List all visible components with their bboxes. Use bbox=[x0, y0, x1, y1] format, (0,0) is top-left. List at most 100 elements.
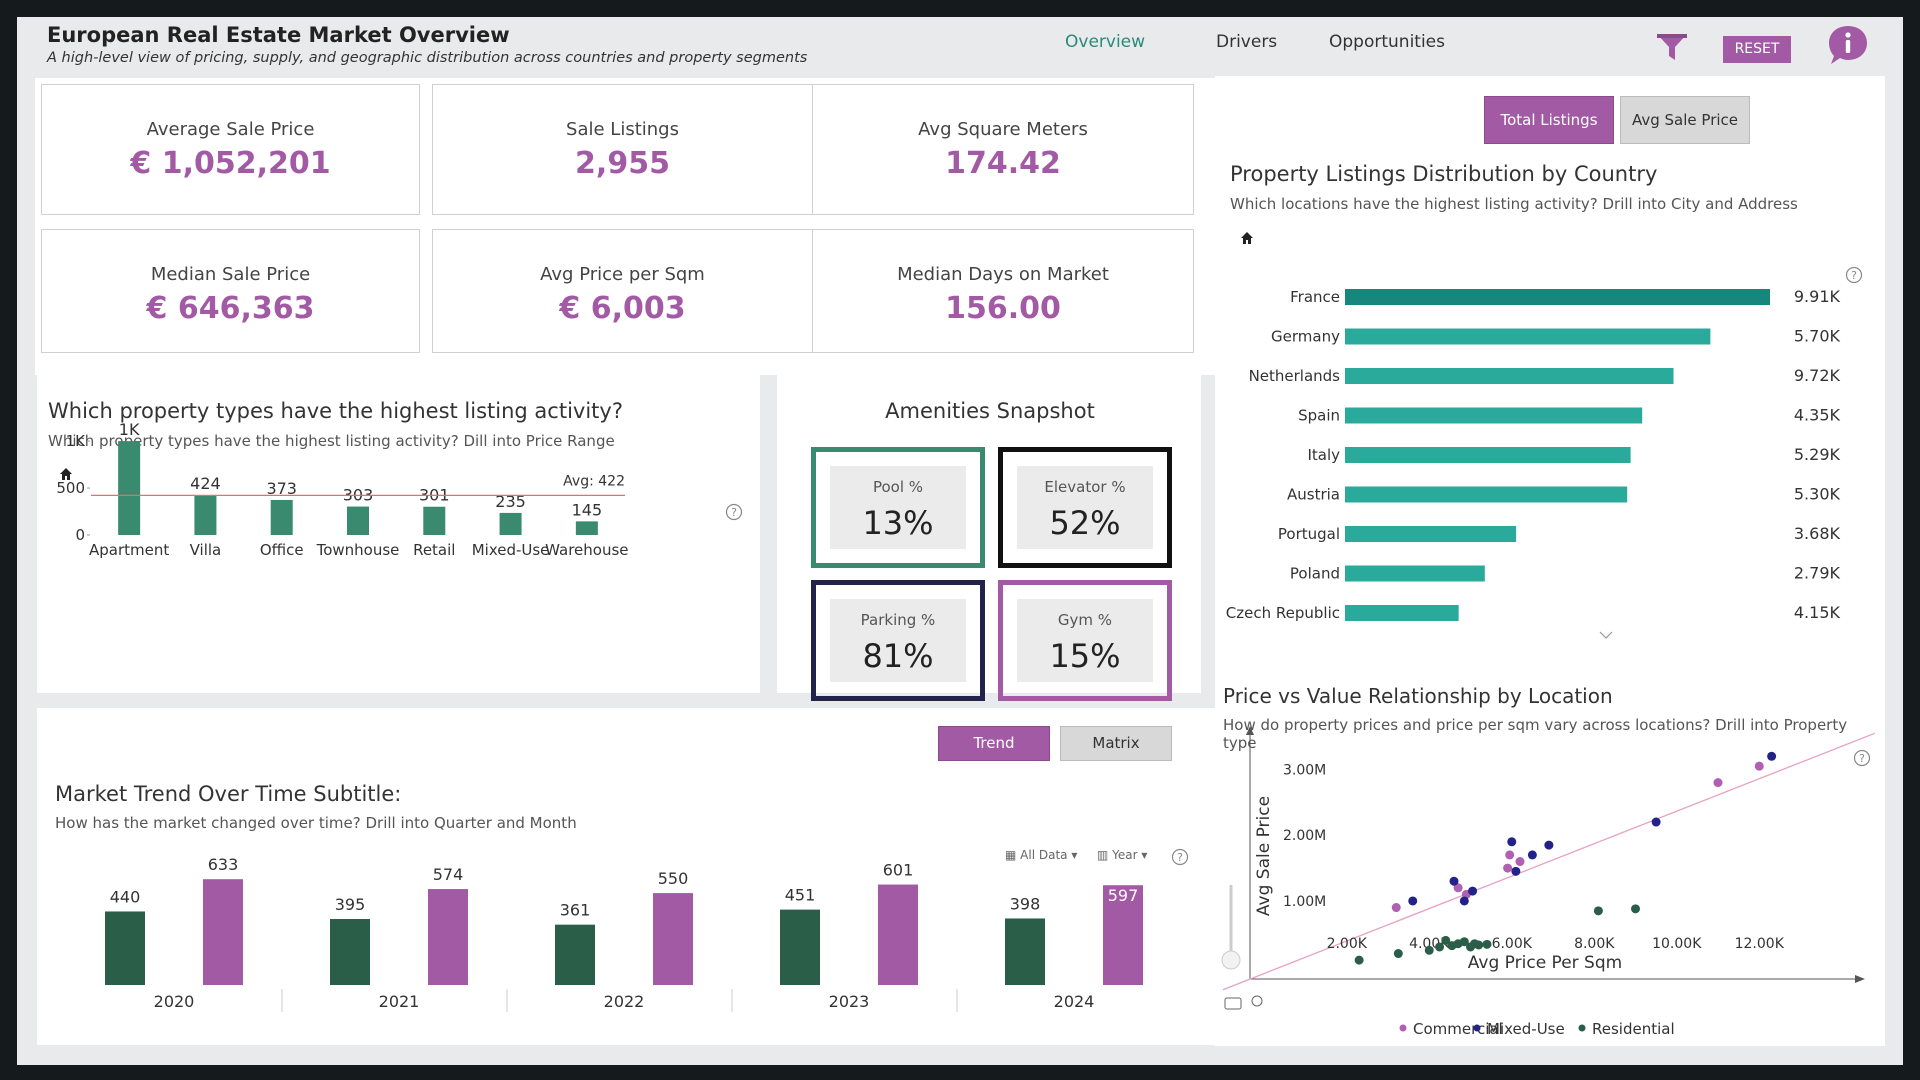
country-panel: Total Listings Avg Sale Price Property L… bbox=[1215, 76, 1885, 663]
amenity-label: Elevator % bbox=[1044, 478, 1126, 496]
country-label: Spain bbox=[1298, 407, 1340, 425]
bar-chart-icon: ▥ bbox=[1097, 848, 1113, 862]
tab-overview[interactable]: Overview bbox=[1065, 32, 1146, 52]
data-point bbox=[1754, 761, 1764, 771]
amenity-value: 81% bbox=[862, 637, 934, 675]
svg-text:?: ? bbox=[731, 506, 737, 519]
kpi-value: 174.42 bbox=[945, 146, 1061, 181]
kpi-label: Median Sale Price bbox=[150, 264, 311, 285]
average-label: Avg: 422 bbox=[563, 473, 625, 489]
all-data-filter[interactable]: ▦ All Data ▾ bbox=[1005, 848, 1077, 862]
data-point bbox=[1507, 837, 1517, 847]
kpi-sale-listings: Sale Listings 2,955 bbox=[432, 84, 813, 215]
data-point bbox=[1354, 955, 1364, 965]
kpi-median-sale-price: Median Sale Price € 646,363 bbox=[41, 229, 420, 353]
data-point bbox=[1449, 876, 1459, 886]
panel-subtitle: How has the market changed over time? Dr… bbox=[55, 814, 577, 832]
category-label: Mixed-Use bbox=[472, 541, 550, 559]
home-icon[interactable] bbox=[1240, 231, 1254, 245]
y-tick-label: 1.00M bbox=[1283, 894, 1326, 910]
year-filter[interactable]: ▥ Year ▾ bbox=[1097, 848, 1147, 862]
help-icon[interactable]: ? bbox=[1171, 848, 1189, 866]
lasso-icon bbox=[1251, 995, 1263, 1007]
info-icon[interactable] bbox=[1825, 23, 1871, 67]
amenity-elevator: Elevator % 52% bbox=[998, 447, 1172, 568]
tab-opportunities[interactable]: Opportunities bbox=[1329, 32, 1445, 52]
bar bbox=[203, 879, 243, 985]
x-tick-label: 12.00K bbox=[1735, 936, 1785, 952]
bar bbox=[1103, 885, 1143, 985]
amenity-card: Parking % 81% bbox=[830, 599, 966, 682]
x-tick-label: 6.00K bbox=[1492, 936, 1533, 952]
bar bbox=[1345, 328, 1711, 345]
panel-title: Which property types have the highest li… bbox=[48, 399, 623, 423]
amenity-card: Pool % 13% bbox=[830, 466, 966, 549]
amenity-label: Parking % bbox=[860, 611, 936, 629]
data-label: 9.72K bbox=[1794, 366, 1841, 385]
amenity-label: Pool % bbox=[872, 478, 924, 496]
data-point bbox=[1408, 896, 1418, 906]
help-icon[interactable]: ? bbox=[1845, 266, 1863, 284]
scroll-down-icon bbox=[1599, 631, 1613, 639]
matrix-button[interactable]: Matrix bbox=[1060, 726, 1172, 761]
svg-text:?: ? bbox=[1859, 752, 1865, 765]
data-point bbox=[1515, 857, 1525, 867]
dashboard-frame: European Real Estate Market Overview A h… bbox=[17, 17, 1903, 1065]
amenity-label: Gym % bbox=[1057, 611, 1113, 629]
trend-panel: Trend Matrix Market Trend Over Time Subt… bbox=[37, 708, 1220, 1045]
kpi-label: Sale Listings bbox=[566, 119, 679, 140]
kpi-label: Average Sale Price bbox=[146, 119, 315, 140]
home-icon[interactable] bbox=[59, 467, 73, 481]
trend-chart: 440 633 2020 395 574 2021 361 550 2022 451 601 2023… bbox=[105, 855, 1143, 1012]
y-axis-arrow bbox=[1246, 726, 1254, 735]
avg-sale-price-button[interactable]: Avg Sale Price bbox=[1620, 96, 1750, 144]
total-listings-button[interactable]: Total Listings bbox=[1484, 96, 1614, 144]
scatter-panel: Price vs Value Relationship by Location … bbox=[1215, 663, 1885, 1046]
category-label: Townhouse bbox=[316, 541, 400, 559]
data-point bbox=[1474, 940, 1484, 950]
trend-button[interactable]: Trend bbox=[938, 726, 1050, 761]
data-label: 451 bbox=[785, 886, 816, 905]
data-label: 4.15K bbox=[1794, 603, 1841, 622]
country-label: Portugal bbox=[1278, 525, 1340, 543]
data-point bbox=[1651, 817, 1661, 827]
data-point bbox=[1503, 863, 1513, 873]
category-label: Office bbox=[260, 541, 304, 559]
legend-label: Mixed-Use bbox=[1487, 1020, 1565, 1038]
x-tick-label: 8.00K bbox=[1574, 936, 1615, 952]
filter-icon[interactable] bbox=[1655, 31, 1689, 63]
help-icon[interactable]: ? bbox=[1853, 749, 1871, 767]
bar bbox=[1005, 918, 1045, 985]
panel-title: Property Listings Distribution by Countr… bbox=[1230, 162, 1658, 186]
zoom-icon bbox=[1224, 997, 1242, 1010]
data-label: 235 bbox=[495, 492, 526, 511]
help-icon[interactable]: ? bbox=[725, 503, 743, 521]
data-label: 3.68K bbox=[1794, 524, 1841, 543]
svg-text:?: ? bbox=[1851, 269, 1857, 282]
bar bbox=[1345, 526, 1517, 542]
bar bbox=[1345, 565, 1485, 582]
data-point bbox=[1393, 949, 1403, 959]
data-point bbox=[1511, 866, 1521, 876]
bar bbox=[423, 506, 446, 535]
bar bbox=[1345, 447, 1631, 463]
page-subtitle: A high-level view of pricing, supply, an… bbox=[47, 50, 808, 66]
chevron-down-icon: ▾ bbox=[1067, 848, 1078, 862]
data-label: 574 bbox=[433, 865, 464, 884]
data-point bbox=[1713, 778, 1723, 788]
legend-marker bbox=[1578, 1024, 1586, 1032]
data-point bbox=[1593, 906, 1603, 916]
legend-marker bbox=[1399, 1024, 1407, 1032]
data-label: 1K bbox=[119, 420, 140, 439]
year-label: 2020 bbox=[154, 992, 195, 1011]
reset-button[interactable]: RESET bbox=[1723, 36, 1791, 63]
category-label: Villa bbox=[190, 541, 222, 559]
data-point bbox=[1631, 904, 1640, 914]
bar bbox=[780, 909, 820, 985]
data-point bbox=[1505, 850, 1515, 860]
bar bbox=[194, 495, 217, 535]
tab-drivers[interactable]: Drivers bbox=[1216, 32, 1278, 52]
country-label: Poland bbox=[1290, 565, 1340, 583]
kpi-value: € 6,003 bbox=[559, 291, 686, 326]
